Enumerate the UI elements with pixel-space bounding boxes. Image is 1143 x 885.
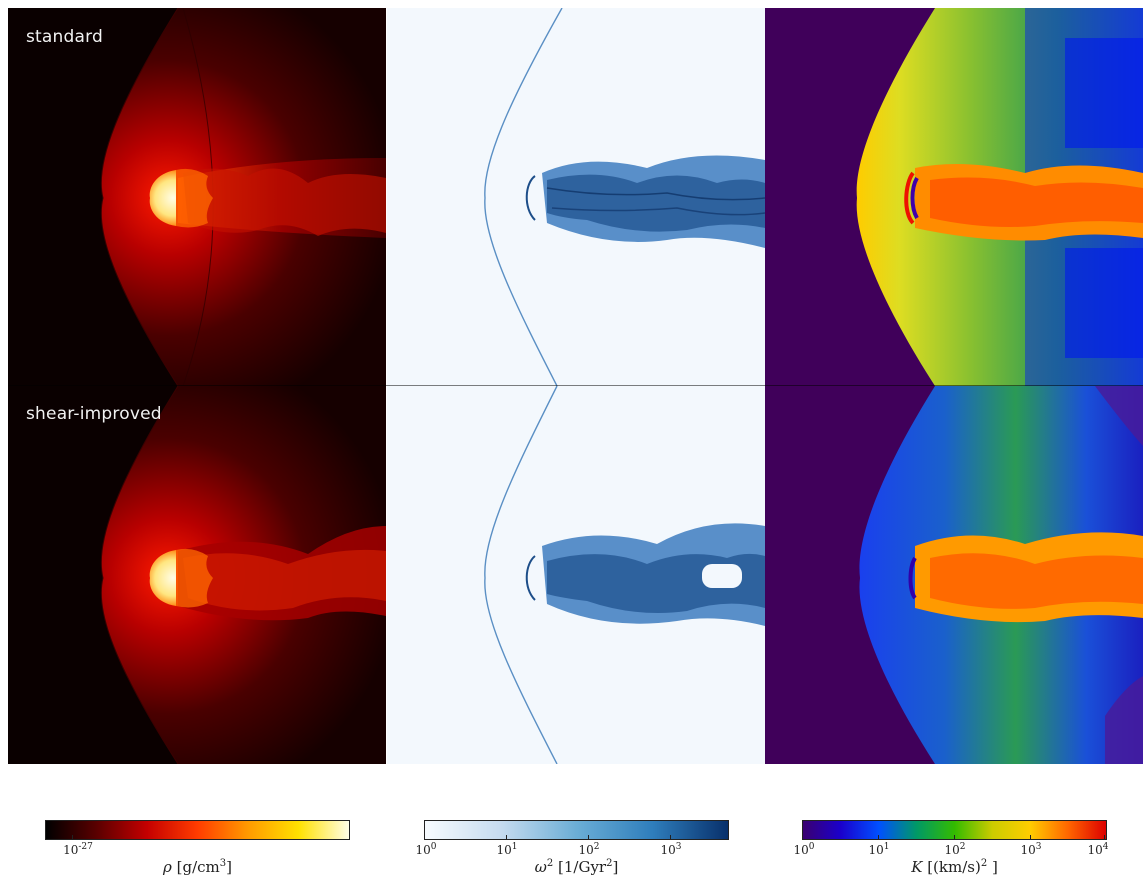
- vorticity-tick-label-1: 100: [415, 842, 437, 857]
- row-label-shear-improved: shear-improved: [26, 404, 162, 424]
- vorticity-tick-label-3: 102: [578, 842, 600, 857]
- vorticity-tick-label-4: 103: [660, 842, 682, 857]
- vorticity-panel-shear-improved: [387, 386, 765, 764]
- density-panel-standard: [8, 8, 386, 386]
- density-tick-label: 10-27: [63, 842, 93, 857]
- simulation-figure: standard shear-improved: [8, 8, 1143, 764]
- energy-tick-4: [1030, 835, 1031, 840]
- energy-panel-shear-improved: [765, 386, 1143, 764]
- energy-tick-5: [1104, 835, 1105, 840]
- vorticity-tick-1: [424, 835, 425, 840]
- density-panel-shear-improved: [8, 386, 386, 764]
- energy-tick-label-3: 102: [944, 842, 966, 857]
- vorticity-tick-2: [506, 835, 507, 840]
- row-label-standard: standard: [26, 27, 104, 47]
- vorticity-colorbar-gradient: [424, 820, 729, 840]
- energy-panel-standard: [765, 8, 1143, 386]
- density-tick: [72, 835, 73, 840]
- vorticity-tick-4: [670, 835, 671, 840]
- energy-tick-label-5: 104: [1087, 842, 1109, 857]
- energy-tick-2: [878, 835, 879, 840]
- energy-tick-3: [954, 835, 955, 840]
- vorticity-colorbar-label: ω2 [1/Gyr2]: [534, 858, 619, 876]
- vorticity-tick-3: [588, 835, 589, 840]
- density-colorbar-gradient: [45, 820, 350, 840]
- density-colorbar-label: ρ [g/cm3]: [163, 858, 232, 876]
- energy-tick-label-2: 101: [868, 842, 890, 857]
- energy-tick-1: [802, 835, 803, 840]
- energy-tick-label-4: 103: [1020, 842, 1042, 857]
- vorticity-tick-label-2: 101: [496, 842, 518, 857]
- energy-tick-label-1: 100: [793, 842, 815, 857]
- vorticity-panel-standard: [387, 8, 765, 386]
- energy-colorbar-label: K [(km/s)2 ]: [911, 858, 998, 876]
